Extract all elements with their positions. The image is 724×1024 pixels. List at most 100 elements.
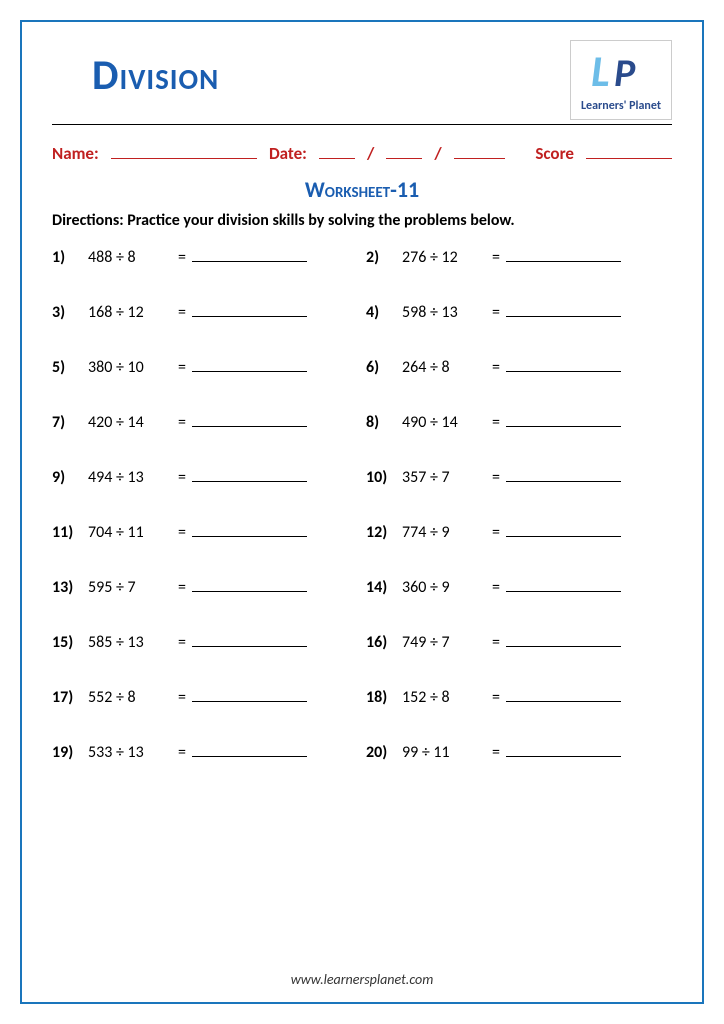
problem-expression: 595 ÷ 7 bbox=[88, 578, 172, 597]
answer-blank[interactable] bbox=[506, 578, 621, 592]
equals-sign: = bbox=[492, 523, 500, 542]
equals-sign: = bbox=[178, 358, 186, 377]
equals-sign: = bbox=[178, 248, 186, 267]
equals-sign: = bbox=[178, 688, 186, 707]
problem-expression: 585 ÷ 13 bbox=[88, 633, 172, 652]
name-blank[interactable] bbox=[111, 143, 257, 159]
score-blank[interactable] bbox=[586, 143, 672, 159]
equals-sign: = bbox=[178, 743, 186, 762]
problem-number: 13) bbox=[52, 578, 88, 597]
problem-number: 12) bbox=[366, 523, 402, 542]
problem-number: 16) bbox=[366, 633, 402, 652]
answer-blank[interactable] bbox=[192, 523, 307, 537]
equals-sign: = bbox=[178, 578, 186, 597]
problem-item: 7)420 ÷ 14 = bbox=[52, 413, 358, 432]
problem-expression: 749 ÷ 7 bbox=[402, 633, 486, 652]
problem-expression: 552 ÷ 8 bbox=[88, 688, 172, 707]
answer-blank[interactable] bbox=[192, 413, 307, 427]
problem-number: 2) bbox=[366, 248, 402, 267]
problem-item: 5)380 ÷ 10 = bbox=[52, 358, 358, 377]
date-sep-1: / bbox=[367, 143, 374, 164]
logo-icon: L P bbox=[586, 47, 656, 97]
logo-letter-l: L bbox=[591, 49, 610, 93]
fields-row: Name: Date: // Score bbox=[52, 143, 672, 164]
answer-blank[interactable] bbox=[506, 523, 621, 537]
problem-item: 9)494 ÷ 13= bbox=[52, 468, 358, 487]
problem-number: 9) bbox=[52, 468, 88, 487]
answer-blank[interactable] bbox=[506, 633, 621, 647]
logo: L P Learners' Planet bbox=[570, 40, 672, 120]
equals-sign: = bbox=[492, 688, 500, 707]
answer-blank[interactable] bbox=[506, 303, 621, 317]
problem-expression: 99 ÷ 11 bbox=[402, 743, 486, 762]
problem-item: 20)99 ÷ 11= bbox=[366, 743, 672, 762]
date-blank-3[interactable] bbox=[454, 143, 506, 159]
problem-number: 18) bbox=[366, 688, 402, 707]
problem-expression: 598 ÷ 13 bbox=[402, 303, 486, 322]
problem-expression: 494 ÷ 13 bbox=[88, 468, 172, 487]
problem-item: 17)552 ÷ 8= bbox=[52, 688, 358, 707]
answer-blank[interactable] bbox=[506, 413, 621, 427]
answer-blank[interactable] bbox=[192, 358, 307, 372]
problem-item: 6)264 ÷ 8= bbox=[366, 358, 672, 377]
answer-blank[interactable] bbox=[192, 633, 307, 647]
answer-blank[interactable] bbox=[506, 743, 621, 757]
answer-blank[interactable] bbox=[506, 688, 621, 702]
problem-expression: 168 ÷ 12 bbox=[88, 303, 172, 322]
date-blank-1[interactable] bbox=[319, 143, 355, 159]
problem-number: 11) bbox=[52, 523, 88, 542]
directions-text: Directions: Practice your division skill… bbox=[52, 211, 672, 230]
problem-number: 10) bbox=[366, 468, 402, 487]
answer-blank[interactable] bbox=[506, 468, 621, 482]
problems-grid: 1)488 ÷ 8=2)276 ÷ 12=3)168 ÷ 12=4)598 ÷ … bbox=[52, 248, 672, 762]
problem-item: 10)357 ÷ 7 = bbox=[366, 468, 672, 487]
header-row: Division L P Learners' Planet bbox=[52, 40, 672, 125]
equals-sign: = bbox=[492, 743, 500, 762]
problem-item: 13)595 ÷ 7 = bbox=[52, 578, 358, 597]
problem-expression: 488 ÷ 8 bbox=[88, 248, 172, 267]
answer-blank[interactable] bbox=[192, 743, 307, 757]
equals-sign: = bbox=[178, 413, 186, 432]
equals-sign: = bbox=[492, 633, 500, 652]
problem-expression: 533 ÷ 13 bbox=[88, 743, 172, 762]
problem-expression: 357 ÷ 7 bbox=[402, 468, 486, 487]
problem-number: 6) bbox=[366, 358, 402, 377]
problem-number: 19) bbox=[52, 743, 88, 762]
problem-item: 2)276 ÷ 12= bbox=[366, 248, 672, 267]
score-label: Score bbox=[535, 143, 574, 164]
equals-sign: = bbox=[178, 303, 186, 322]
answer-blank[interactable] bbox=[192, 688, 307, 702]
problem-item: 1)488 ÷ 8 = bbox=[52, 248, 358, 267]
problem-expression: 420 ÷ 14 bbox=[88, 413, 172, 432]
logo-letter-p: P bbox=[614, 53, 635, 93]
answer-blank[interactable] bbox=[506, 358, 621, 372]
answer-blank[interactable] bbox=[506, 248, 621, 262]
equals-sign: = bbox=[178, 633, 186, 652]
equals-sign: = bbox=[492, 358, 500, 377]
answer-blank[interactable] bbox=[192, 248, 307, 262]
problem-number: 7) bbox=[52, 413, 88, 432]
problem-item: 3)168 ÷ 12= bbox=[52, 303, 358, 322]
problem-expression: 276 ÷ 12 bbox=[402, 248, 486, 267]
problem-item: 19)533 ÷ 13 = bbox=[52, 743, 358, 762]
answer-blank[interactable] bbox=[192, 578, 307, 592]
problem-number: 15) bbox=[52, 633, 88, 652]
name-label: Name: bbox=[52, 143, 99, 164]
problem-number: 1) bbox=[52, 248, 88, 267]
footer-url: www.learnersplanet.com bbox=[22, 971, 702, 988]
answer-blank[interactable] bbox=[192, 468, 307, 482]
answer-blank[interactable] bbox=[192, 303, 307, 317]
problem-expression: 380 ÷ 10 bbox=[88, 358, 172, 377]
problem-item: 4)598 ÷ 13= bbox=[366, 303, 672, 322]
equals-sign: = bbox=[492, 303, 500, 322]
date-blank-2[interactable] bbox=[386, 143, 422, 159]
problem-item: 14)360 ÷ 9= bbox=[366, 578, 672, 597]
problem-number: 8) bbox=[366, 413, 402, 432]
equals-sign: = bbox=[492, 578, 500, 597]
problem-number: 5) bbox=[52, 358, 88, 377]
worksheet-subtitle: Worksheet-11 bbox=[52, 176, 672, 203]
equals-sign: = bbox=[492, 468, 500, 487]
problem-item: 11)704 ÷ 11= bbox=[52, 523, 358, 542]
logo-tagline: Learners' Planet bbox=[581, 99, 661, 113]
problem-item: 18)152 ÷ 8= bbox=[366, 688, 672, 707]
